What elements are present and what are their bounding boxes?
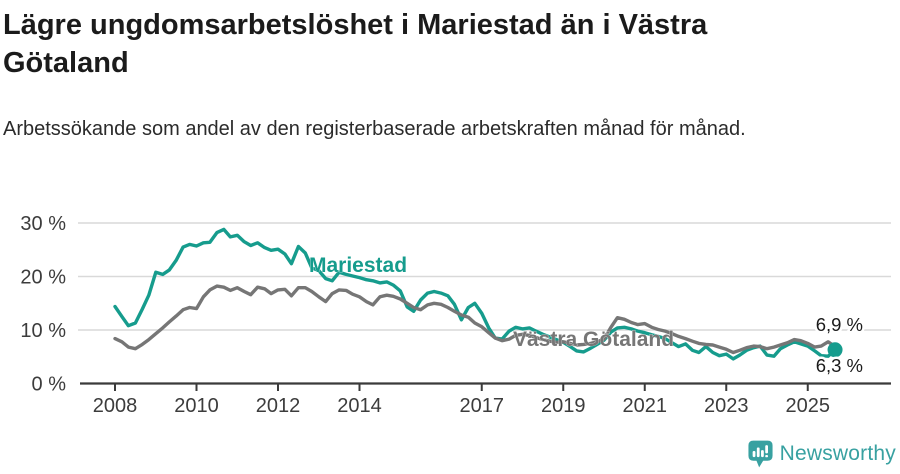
x-tick-label: 2019: [541, 395, 586, 417]
x-tick-label: 2014: [337, 395, 382, 417]
x-tick-label: 2008: [93, 395, 138, 417]
end-value-label-västra-götaland: 6,9 %: [816, 314, 863, 335]
series-label-västra-götaland: Västra Götaland: [513, 328, 674, 351]
newsworthy-logo-text: Newsworthy: [779, 442, 896, 465]
y-tick-label: 20 %: [20, 267, 66, 289]
series-line-mariestad: [113, 227, 837, 361]
y-tick-label: 0 %: [32, 374, 67, 396]
page-subtitle: Arbetssökande som andel av den registerb…: [3, 118, 746, 140]
page-title: Lägre ungdomsarbetslöshet i Mariestad än…: [3, 9, 708, 79]
end-value-label-mariestad: 6,3 %: [816, 355, 863, 376]
x-tick-label: 2017: [460, 395, 505, 417]
newsworthy-icon: [748, 440, 773, 468]
x-tick-label: 2021: [623, 395, 668, 417]
y-tick-label: 30 %: [20, 213, 66, 235]
y-tick-label: 10 %: [20, 320, 66, 342]
series-line-västra-götaland: [113, 284, 837, 355]
newsworthy-logo[interactable]: Newsworthy: [748, 440, 896, 468]
series-label-mariestad: Mariestad: [309, 254, 407, 277]
x-tick-label: 2025: [786, 395, 831, 417]
x-tick-label: 2010: [174, 395, 219, 417]
series-end-dot: [827, 342, 843, 358]
x-tick-label: 2023: [704, 395, 749, 417]
x-tick-label: 2012: [256, 395, 301, 417]
